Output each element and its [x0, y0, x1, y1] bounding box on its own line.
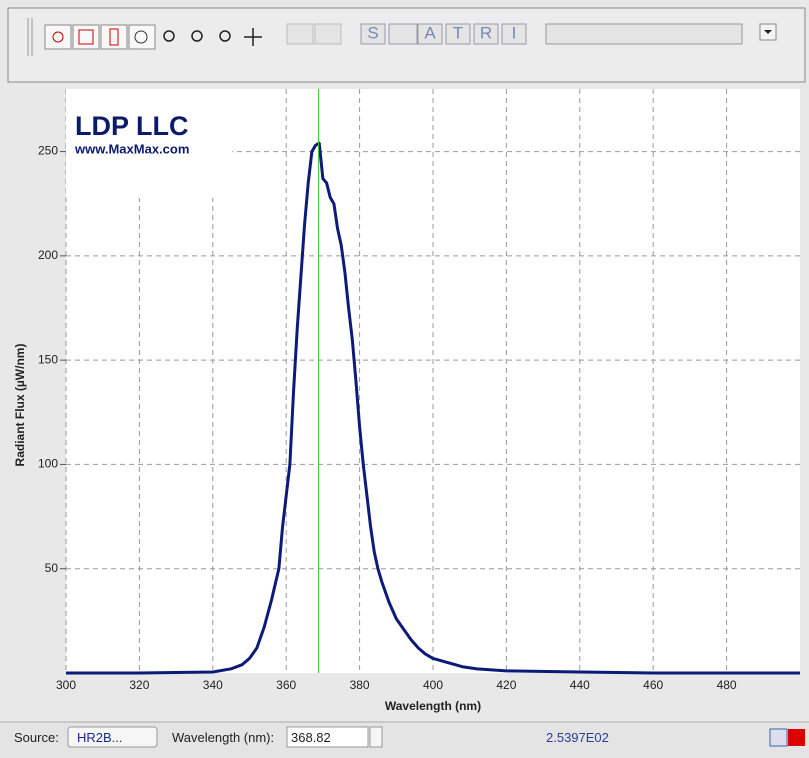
logo-title: LDP LLC	[75, 111, 189, 141]
bulb-button[interactable]	[314, 23, 342, 45]
icon	[52, 31, 64, 43]
wavelength-label: Wavelength (nm):	[172, 730, 275, 745]
icon	[109, 28, 119, 46]
x-tick-label: 460	[643, 678, 663, 692]
letter-label: I	[512, 23, 517, 42]
letter-button[interactable]	[501, 23, 527, 45]
source-value[interactable]: HR2B...	[77, 730, 123, 745]
x-tick-label: 340	[203, 678, 223, 692]
letter-label: S	[367, 23, 378, 42]
tool-button[interactable]	[44, 24, 72, 50]
pan[interactable]	[244, 28, 262, 46]
icon	[764, 30, 772, 34]
x-tick-label: 380	[350, 678, 370, 692]
x-tick-label: 360	[276, 678, 296, 692]
logo-url: www.MaxMax.com	[74, 141, 189, 156]
source-label: Source:	[14, 730, 59, 745]
x-axis-label: Wavelength (nm)	[385, 699, 481, 713]
y-tick-label: 50	[45, 561, 59, 575]
tool-button[interactable]	[128, 24, 156, 50]
peak-button[interactable]	[769, 728, 788, 747]
zoom-fit[interactable]	[219, 30, 231, 42]
letter-button[interactable]	[417, 23, 443, 45]
x-tick-label: 480	[717, 678, 737, 692]
y-tick-label: 150	[38, 352, 58, 366]
bulb-button[interactable]	[286, 23, 314, 45]
x-tick-label: 440	[570, 678, 590, 692]
letter-label: T	[453, 23, 463, 42]
letter-button[interactable]	[445, 23, 471, 45]
wavelength-value[interactable]: 368.82	[291, 730, 331, 745]
readout: 2.5397E02	[546, 730, 609, 745]
x-tick-label: 420	[496, 678, 516, 692]
zoom-out[interactable]	[191, 30, 203, 42]
logo-box	[66, 89, 232, 198]
spinner[interactable]	[369, 726, 383, 748]
letter-label: R	[480, 23, 492, 42]
icon	[134, 30, 148, 44]
y-tick-label: 200	[38, 248, 58, 262]
letter-label: A	[424, 23, 436, 42]
y-axis-label: Radiant Flux (µW/nm)	[13, 344, 27, 467]
letter-button[interactable]	[360, 23, 386, 45]
tool-button[interactable]	[388, 23, 418, 45]
toolbar-panel	[7, 7, 806, 83]
source-select[interactable]	[67, 726, 158, 748]
y-tick-label: 250	[38, 144, 58, 158]
close-button[interactable]	[788, 729, 805, 746]
spectrum-line	[66, 141, 800, 675]
x-tick-label: 300	[56, 678, 76, 692]
x-tick-label: 400	[423, 678, 443, 692]
grid	[65, 89, 800, 673]
letter-button[interactable]	[473, 23, 499, 45]
icon	[78, 29, 94, 45]
tool-button[interactable]	[72, 24, 100, 50]
zoom-in[interactable]	[163, 30, 175, 42]
y-tick-label: 100	[38, 457, 58, 471]
x-tick-label: 320	[129, 678, 149, 692]
tool-group	[545, 23, 743, 45]
wavelength-input[interactable]	[286, 726, 369, 748]
tool-buttons	[44, 23, 777, 50]
